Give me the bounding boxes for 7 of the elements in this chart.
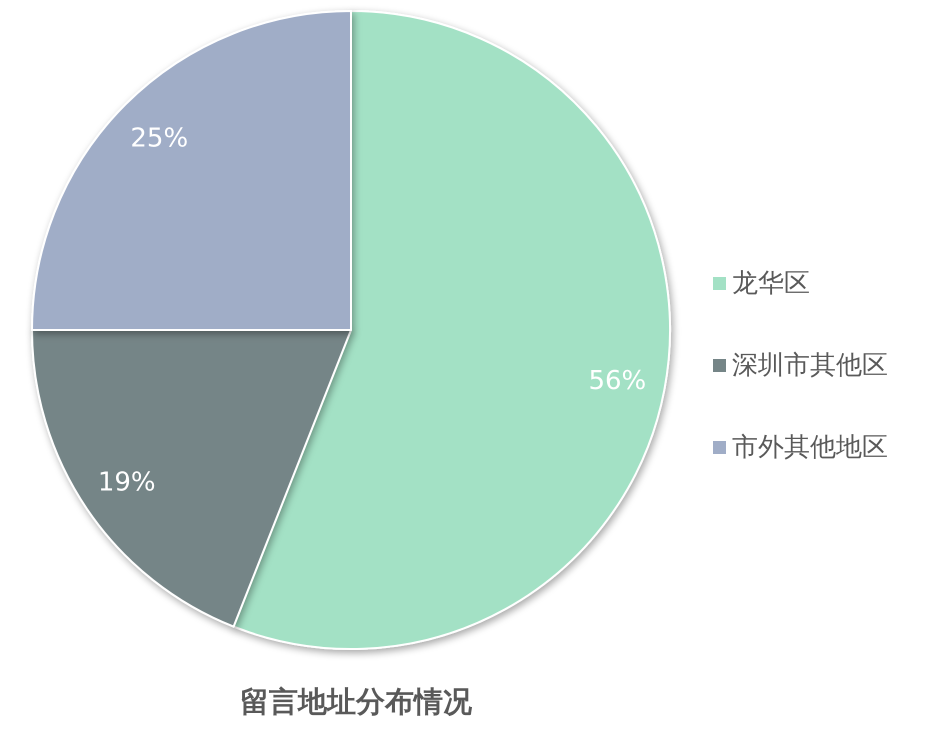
legend-label: 市外其他地区 xyxy=(732,432,888,462)
data-label: 56% xyxy=(588,366,646,396)
legend-label: 龙华区 xyxy=(732,268,810,298)
text: 留言地址分布情况 xyxy=(240,684,473,718)
data-label: 19% xyxy=(98,467,156,498)
data-label: 25% xyxy=(130,123,188,154)
legend-label: 深圳市其他区 xyxy=(732,350,888,380)
